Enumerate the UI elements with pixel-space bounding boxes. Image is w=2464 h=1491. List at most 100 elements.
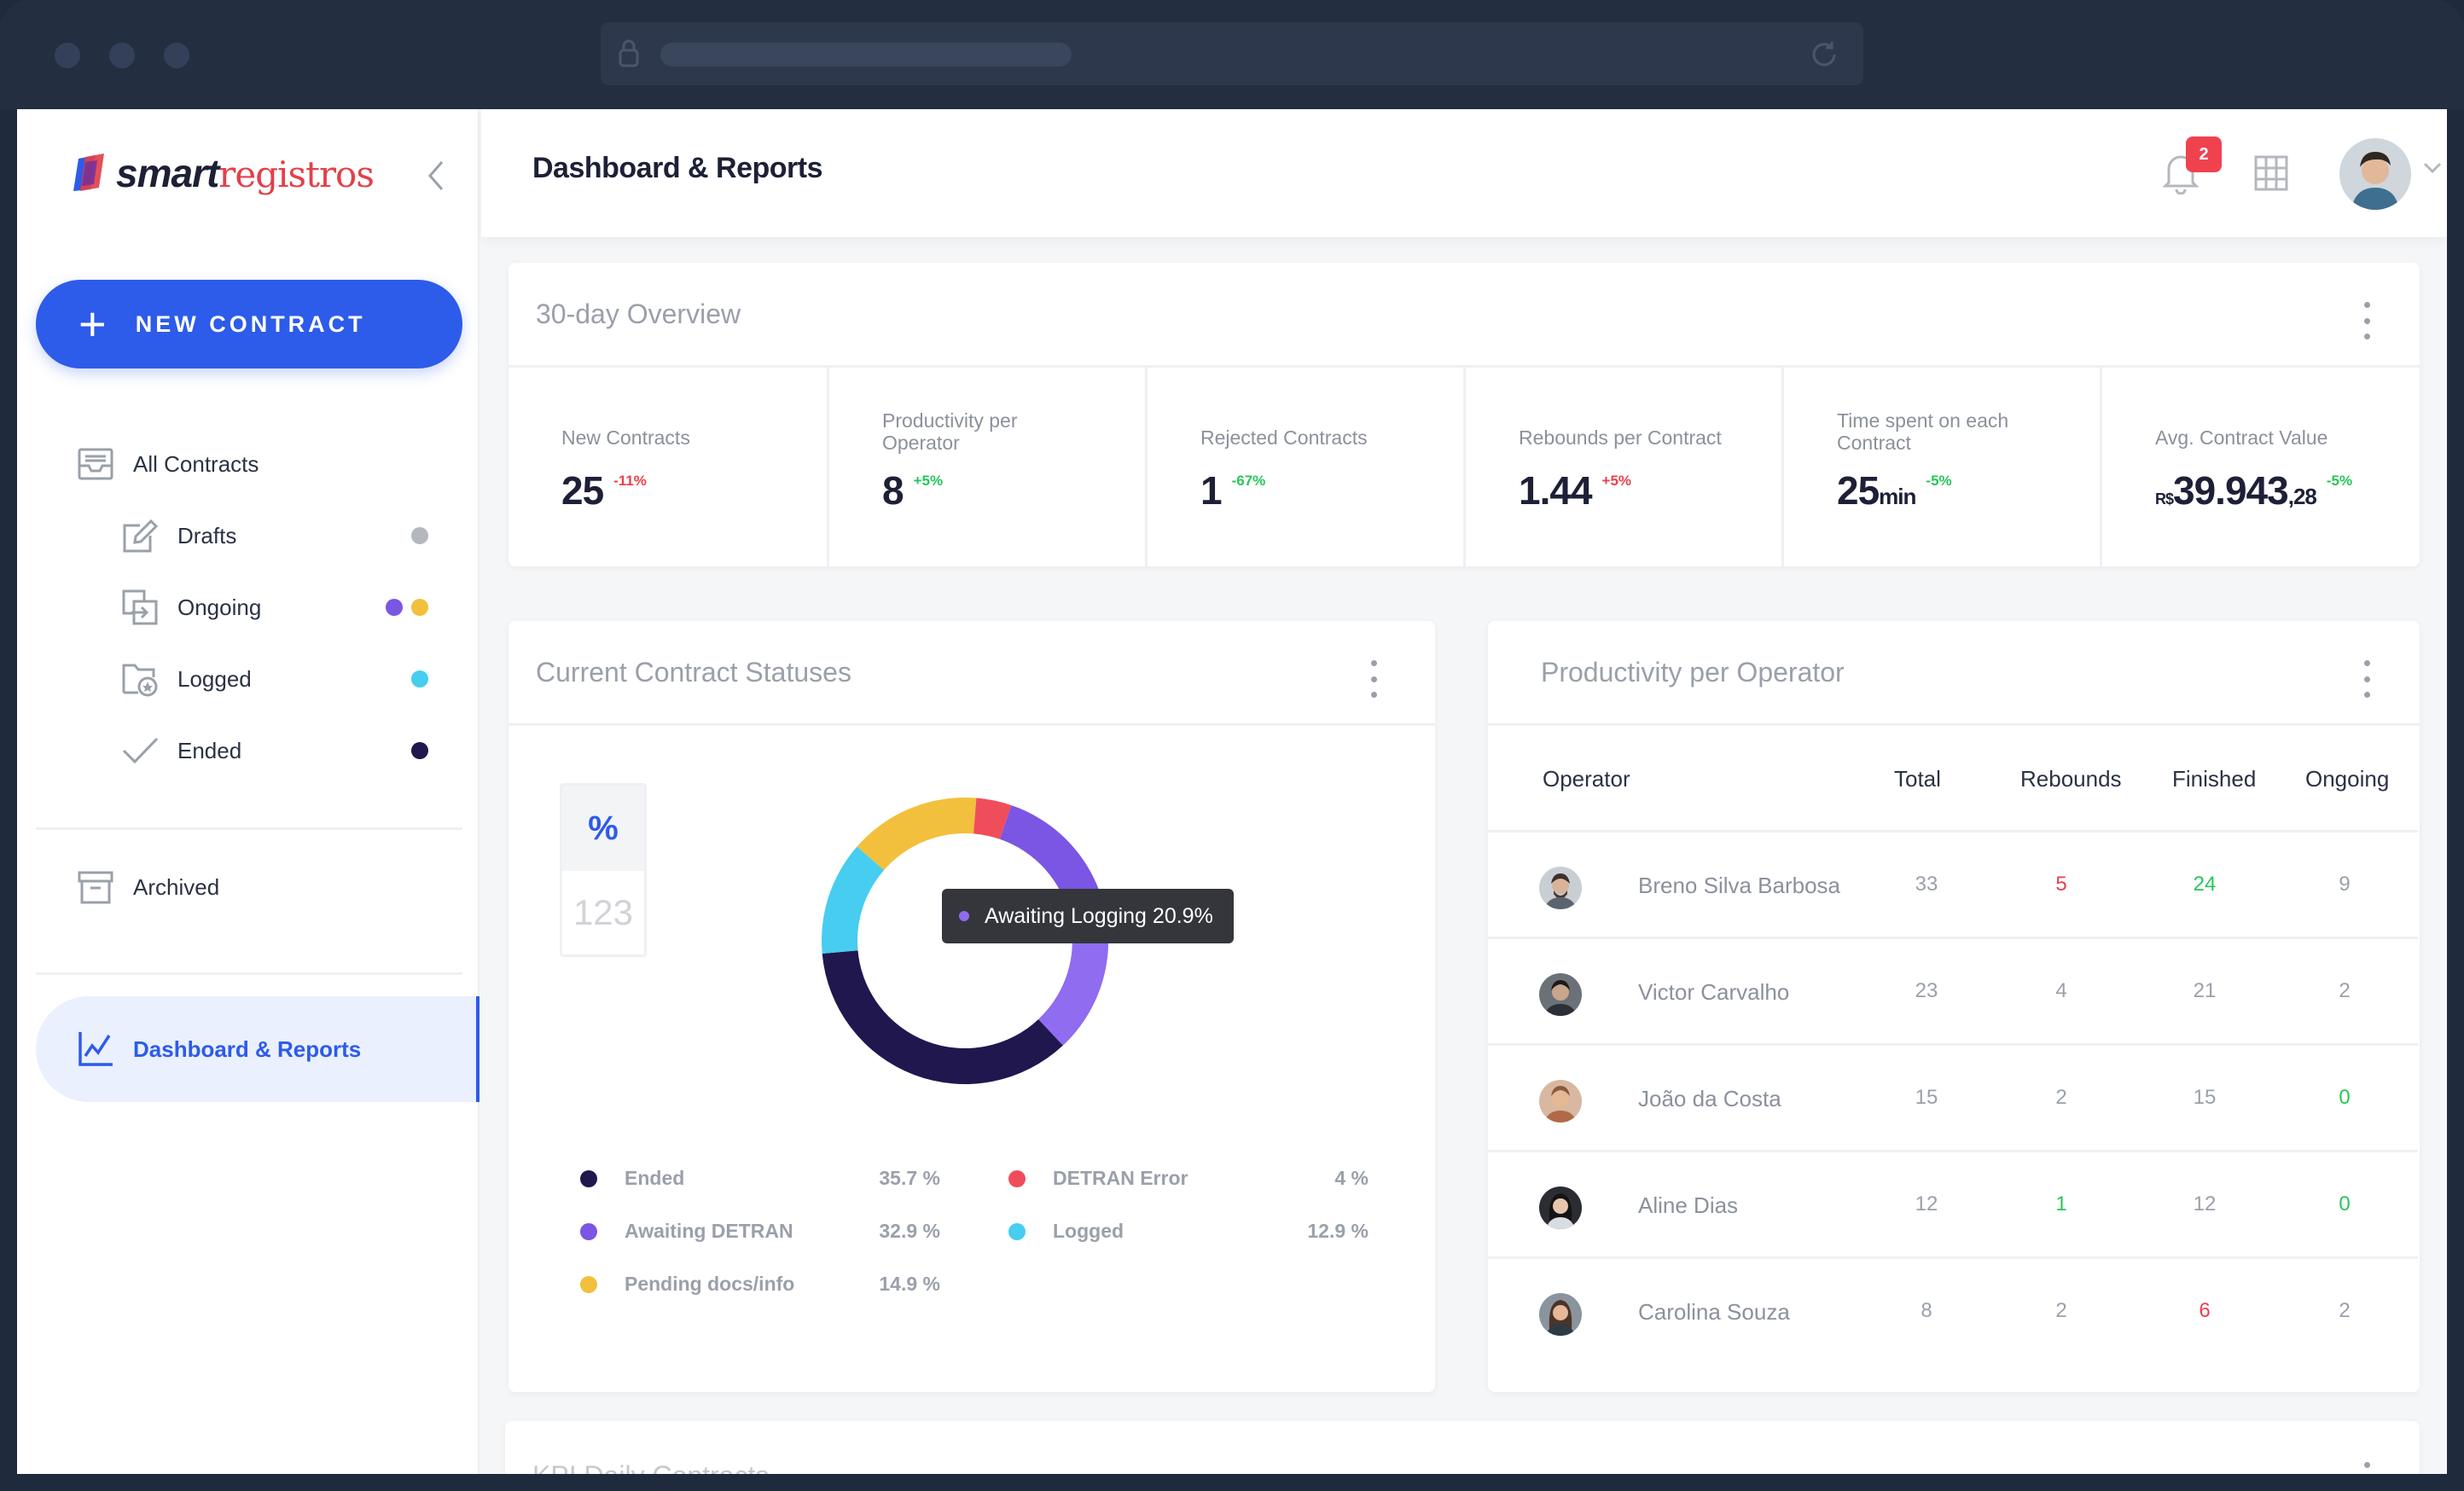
- cell-rebounds: 1: [2055, 1192, 2067, 1215]
- ongoing-status-dots: [386, 599, 428, 616]
- tooltip-dot: [959, 911, 969, 921]
- operator-name: Carolina Souza: [1638, 1299, 1790, 1325]
- sidebar-item-ended[interactable]: Ended: [121, 732, 462, 769]
- cell-rebounds: 2: [2055, 1086, 2067, 1109]
- kpi-delta: -67%: [1231, 473, 1266, 489]
- address-bar[interactable]: [601, 22, 1863, 85]
- column-header-rebounds[interactable]: Rebounds: [2020, 766, 2122, 792]
- percent-toggle[interactable]: %: [562, 786, 644, 871]
- sidebar-item-dashboard-content[interactable]: Dashboard & Reports: [77, 1030, 361, 1068]
- table-row[interactable]: Carolina Souza 8 2 6 2: [1488, 1256, 2418, 1363]
- kpi-delta: -5%: [2326, 473, 2353, 489]
- lock-icon: [619, 39, 639, 67]
- window-minimize-dot[interactable]: [109, 43, 135, 68]
- legend-dot: [1008, 1169, 1026, 1187]
- legend-item-awaiting-detran[interactable]: Awaiting DETRAN: [580, 1220, 793, 1243]
- sidebar-item-all-contracts[interactable]: All Contracts: [77, 445, 259, 483]
- productivity-more-icon[interactable]: [2356, 660, 2377, 698]
- card-divider: [508, 365, 2420, 368]
- new-contract-button[interactable]: + NEW CONTRACT: [36, 280, 462, 368]
- legend-dot: [580, 1275, 597, 1293]
- status-dot: [411, 527, 428, 544]
- bell-icon[interactable]: [2162, 150, 2200, 194]
- sidebar-divider: [36, 827, 462, 830]
- legend-item-pending-docs[interactable]: Pending docs/info: [580, 1273, 794, 1296]
- drafts-status-dots: [411, 527, 428, 544]
- kpi-delta: +5%: [913, 473, 944, 489]
- sidebar-item-label: Ended: [177, 737, 242, 763]
- donut-slice-logged[interactable]: [822, 846, 885, 954]
- table-row[interactable]: João da Costa 15 2 15 0: [1488, 1043, 2418, 1150]
- logo-text-registros: registros: [218, 154, 375, 195]
- overview-title: 30-day Overview: [536, 299, 741, 329]
- app-logo[interactable]: smartregistros: [70, 150, 375, 196]
- status-dot: [411, 670, 428, 687]
- kpi-value: 1 -67%: [1200, 467, 1265, 513]
- inbox-icon: [77, 445, 114, 483]
- reload-icon[interactable]: [1809, 39, 1839, 70]
- apps-grid-icon[interactable]: [2254, 155, 2288, 191]
- table-row[interactable]: Aline Dias 12 1 12 0: [1488, 1150, 2418, 1256]
- sidebar-item-archived[interactable]: Archived: [77, 868, 219, 906]
- column-header-ongoing[interactable]: Ongoing: [2305, 766, 2390, 792]
- ended-status-dots: [411, 742, 428, 759]
- cell-finished: 24: [2193, 873, 2217, 896]
- window-maximize-dot[interactable]: [164, 43, 189, 68]
- new-contract-label: NEW CONTRACT: [135, 310, 366, 337]
- donut-slice-detran-error[interactable]: [973, 798, 1012, 839]
- kpi-number: 39.943: [2173, 468, 2289, 513]
- column-header-total[interactable]: Total: [1894, 766, 1941, 792]
- chevron-down-icon[interactable]: [2423, 162, 2442, 174]
- operator-name: Victor Carvalho: [1638, 979, 1790, 1005]
- donut-slice-pending-docs-info[interactable]: [857, 798, 977, 871]
- notification-badge: 2: [2186, 136, 2222, 172]
- donut-slice-ended[interactable]: [822, 950, 1063, 1084]
- count-toggle[interactable]: 123: [572, 892, 634, 932]
- legend-item-ended[interactable]: Ended: [580, 1167, 684, 1190]
- status-dot: [411, 742, 428, 759]
- table-row[interactable]: Victor Carvalho 23 4 21 2: [1488, 937, 2418, 1043]
- collapse-sidebar-icon[interactable]: [423, 157, 449, 194]
- sidebar-item-dashboard[interactable]: [36, 996, 479, 1102]
- column-header-operator[interactable]: Operator: [1543, 766, 1630, 792]
- legend-dot: [580, 1222, 597, 1240]
- kpi-number: 8: [882, 468, 904, 513]
- kpi-avg-value: Avg. Contract Value R$39.943,28 -5%: [2100, 367, 2420, 566]
- kpi-label: Avg. Contract Value: [2155, 426, 2328, 449]
- sidebar-item-drafts[interactable]: Drafts: [121, 517, 462, 554]
- status-dot: [386, 599, 403, 616]
- top-bar: Dashboard & Reports 2: [481, 109, 2447, 237]
- edit-icon: [121, 517, 159, 554]
- column-header-finished[interactable]: Finished: [2172, 766, 2257, 792]
- sidebar-item-logged[interactable]: Logged: [121, 660, 462, 698]
- overview-more-icon[interactable]: [2356, 302, 2377, 339]
- operator-name: Aline Dias: [1638, 1192, 1739, 1218]
- operator-avatar: [1539, 1080, 1582, 1123]
- kpi-daily-title: KPI Daily Contracts: [532, 1460, 769, 1474]
- archive-icon: [77, 868, 114, 906]
- statuses-more-icon[interactable]: [1363, 660, 1384, 698]
- donut-slice-highlight: [1038, 925, 1108, 1046]
- kpi-daily-more-icon[interactable]: [2356, 1462, 2377, 1474]
- sidebar-item-ongoing[interactable]: Ongoing: [121, 589, 462, 626]
- productivity-card: Productivity per Operator Operator Total…: [1488, 621, 2420, 1392]
- legend-item-logged[interactable]: Logged: [1008, 1220, 1124, 1243]
- plus-icon: +: [78, 297, 107, 351]
- kpi-value: R$39.943,28 -5%: [2155, 467, 2352, 513]
- app-window: smartregistros + NEW CONTRACT All Contra…: [17, 109, 2447, 1474]
- kpi-delta: -11%: [613, 473, 647, 489]
- cell-ongoing: 2: [2339, 979, 2351, 1002]
- sidebar-item-label: All Contracts: [133, 450, 259, 477]
- legend-pct: 12.9 %: [1307, 1220, 1369, 1242]
- transfer-icon: [121, 589, 159, 626]
- sidebar-item-label: Drafts: [177, 522, 237, 548]
- kpi-label: Rebounds per Contract: [1519, 426, 1722, 449]
- cell-ongoing: 2: [2339, 1299, 2351, 1322]
- legend-item-detran-error[interactable]: DETRAN Error: [1008, 1167, 1188, 1190]
- browser-chrome: [0, 0, 2464, 109]
- cell-finished: 15: [2193, 1086, 2217, 1109]
- window-close-dot[interactable]: [55, 43, 80, 68]
- kpi-value: 1.44 +5%: [1519, 467, 1631, 513]
- user-avatar[interactable]: [2339, 138, 2411, 210]
- table-row[interactable]: Breno Silva Barbosa 33 5 24 9: [1488, 830, 2418, 937]
